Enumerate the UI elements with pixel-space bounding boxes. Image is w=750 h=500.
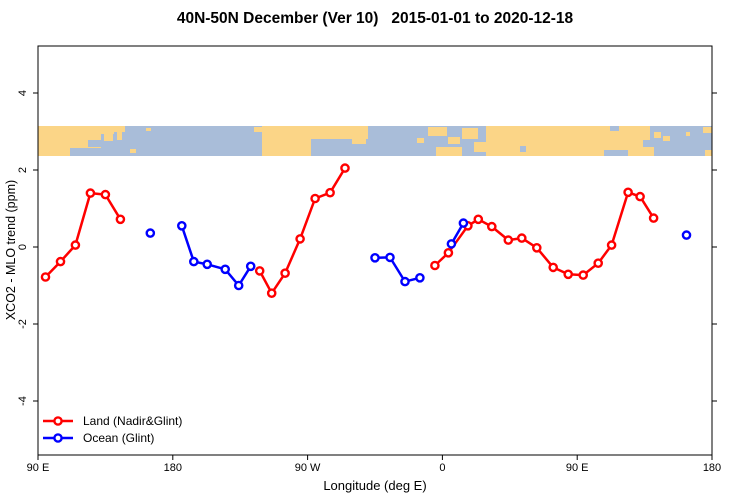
data-point (532, 242, 542, 253)
x-tick-label: 90 W (295, 462, 321, 474)
data-point (606, 240, 617, 250)
x-tick-label: 180 (164, 462, 182, 474)
data-point (325, 187, 335, 198)
x-tick-label: 90 E (566, 462, 589, 474)
data-point (578, 270, 589, 280)
data-point (245, 261, 256, 272)
data-point (623, 187, 633, 198)
axes: 90 E 180 90 W 0 90 E 180 4 2 0 -2 -4 (17, 90, 721, 474)
data-point (280, 268, 290, 279)
series-line (433, 191, 655, 277)
data-point (100, 189, 111, 200)
ocean-series-symbol-icon (43, 433, 73, 443)
data-point (430, 260, 440, 271)
y-tick-label: 0 (17, 244, 29, 250)
series-line (180, 224, 252, 287)
data-point (310, 193, 320, 204)
data-point (188, 256, 199, 267)
data-point (254, 266, 265, 276)
data-point (648, 213, 659, 223)
data-point (145, 228, 156, 238)
data-point (548, 262, 559, 273)
data-point (176, 220, 187, 231)
data-point (443, 247, 454, 258)
data-point (340, 163, 350, 173)
data-point (446, 239, 457, 249)
x-axis-label: Longitude (deg E) (323, 478, 427, 493)
data-point (517, 233, 527, 243)
world-map-strip (38, 126, 712, 156)
data-point (55, 256, 66, 267)
data-point (40, 272, 51, 282)
data-point (415, 272, 425, 283)
y-tick-label: 4 (17, 90, 29, 96)
x-tick-label: 0 (439, 462, 445, 474)
data-point (202, 259, 212, 270)
data-point (635, 191, 645, 202)
series-line (373, 256, 422, 283)
legend: Land (Nadir&Glint) Ocean (Glint) (41, 413, 182, 446)
legend-label-ocean: Ocean (Glint) (83, 431, 155, 445)
chart-title: 40N-50N December (Ver 10) 2015-01-01 to … (176, 10, 574, 27)
data-point (400, 276, 410, 287)
data-point (115, 214, 126, 225)
data-point (473, 214, 484, 225)
data-point (385, 252, 395, 263)
legend-item-ocean: Ocean (Glint) (41, 430, 182, 446)
y-tick-label: -2 (17, 319, 29, 329)
data-point (266, 288, 277, 299)
data-point (85, 188, 96, 198)
data-point (503, 235, 514, 245)
legend-label-land: Land (Nadir&Glint) (83, 414, 183, 428)
data-point (370, 252, 380, 263)
data-point (295, 234, 305, 244)
data-point (458, 218, 469, 228)
y-tick-label: -4 (17, 396, 29, 406)
x-tick-label: 180 (703, 462, 721, 474)
data-point (233, 280, 244, 291)
data-point (70, 240, 81, 250)
x-tick-label: 90 E (27, 462, 50, 474)
land-series-symbol-icon (43, 416, 73, 426)
data-point (563, 269, 574, 280)
data-point (593, 258, 604, 269)
plot-border (37, 45, 713, 456)
series-line (258, 166, 347, 295)
y-tick-label: 2 (17, 167, 29, 173)
data-point (220, 264, 230, 275)
data-point (486, 221, 497, 232)
data-point (681, 230, 692, 240)
data-series (40, 163, 692, 299)
legend-item-land: Land (Nadir&Glint) (41, 413, 182, 429)
